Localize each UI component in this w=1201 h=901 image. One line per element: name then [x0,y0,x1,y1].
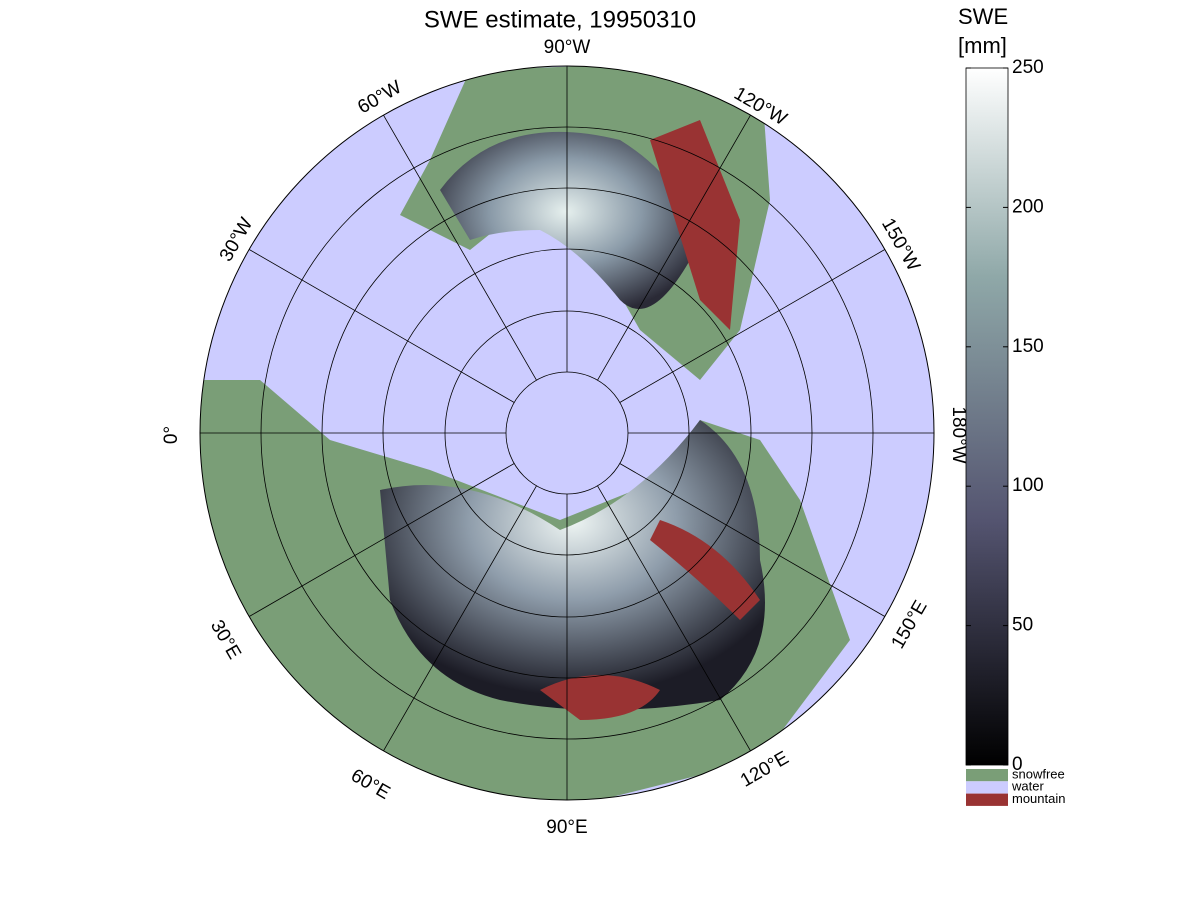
legend-swatch [966,781,1008,794]
colorbar-title: SWE [958,4,1008,29]
legend-swatch [966,793,1008,806]
eurasia-snow [380,420,765,710]
map-border [199,65,935,801]
colorbar-tick-label: 200 [1012,196,1044,217]
title: SWE estimate, 19950310 [424,6,696,33]
lon-label: 90°E [546,817,587,838]
lon-label: 60°E [347,765,393,804]
colorbar-tick-label: 50 [1012,615,1033,636]
map [200,66,934,800]
graticule [200,66,934,800]
colorbar [965,67,1009,766]
lon-label: 0° [161,426,182,444]
legend-label: mountain [1012,791,1065,806]
colorbar-tick-label: 150 [1012,336,1044,357]
lon-label: 30°E [206,617,245,663]
legend-swatch [966,769,1008,782]
lon-label: 90°W [544,37,591,58]
colorbar-tick-label: 0 [1012,754,1023,775]
mountain [540,120,760,720]
lon-label: 180°W [948,406,969,463]
legend-label: snowfree [1012,766,1065,781]
colorbar-tick-label: 100 [1012,475,1044,496]
lon-label: 150°E [887,597,931,653]
colorbar-title: [mm] [958,33,1007,58]
colorbar-tick-label: 250 [1012,57,1044,78]
legend-label: water [1011,779,1044,794]
north-america-snow [440,131,692,309]
